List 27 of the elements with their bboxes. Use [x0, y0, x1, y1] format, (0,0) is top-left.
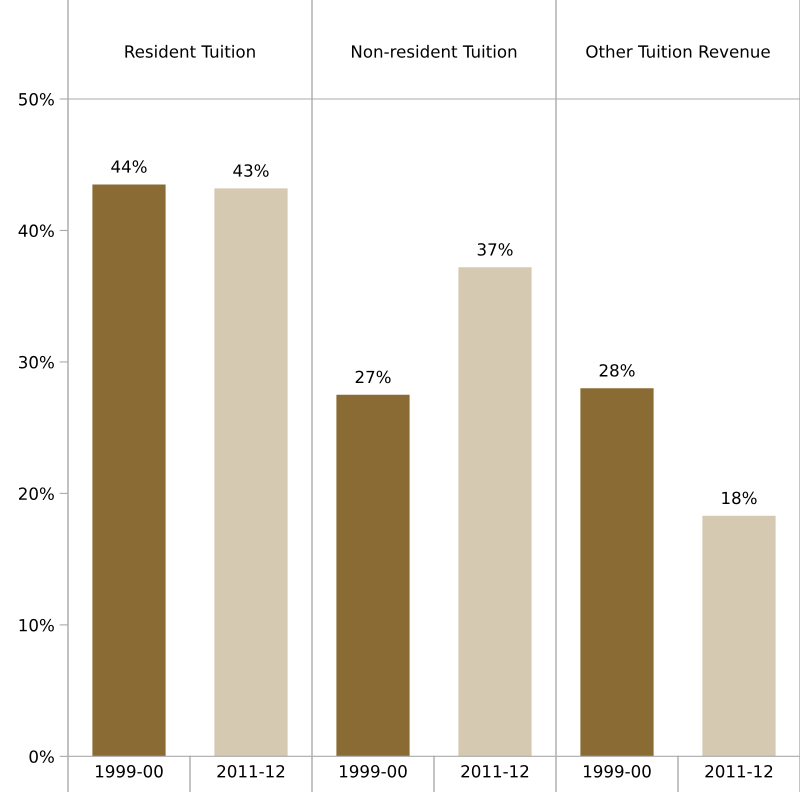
x-tick-label: 1999-00 [340, 764, 407, 778]
bar [336, 394, 410, 756]
x-tick-label: 2011-12 [705, 764, 772, 778]
data-label: 44% [111, 160, 147, 173]
bar [458, 267, 532, 756]
x-tick-label: 2011-12 [461, 764, 528, 778]
x-tick-label: 2011-12 [217, 764, 284, 778]
text: Other Tuition Revenue [586, 44, 770, 58]
y-tick-label: 50% [19, 92, 54, 106]
bar [580, 388, 654, 756]
bar [92, 184, 166, 756]
y-tick-label: 10% [20, 618, 54, 632]
x-tick-label: 1999-00 [584, 764, 651, 778]
data-label: 18% [722, 492, 757, 504]
data-label: 43% [233, 164, 269, 177]
y-tick-label: 0% [29, 750, 54, 763]
x-tick-label: 1999-00 [96, 764, 163, 778]
data-label: 37% [478, 243, 513, 256]
data-label: 28% [600, 364, 635, 377]
text: Non-resident Tuition [352, 44, 516, 58]
bar [214, 188, 288, 756]
y-tick-label: 20% [18, 487, 54, 500]
text: Resident Tuition [125, 44, 255, 58]
data-label: 27% [356, 370, 391, 384]
y-tick-label: 30% [19, 356, 54, 369]
bar [702, 516, 776, 756]
y-tick-label: 40% [18, 224, 54, 238]
